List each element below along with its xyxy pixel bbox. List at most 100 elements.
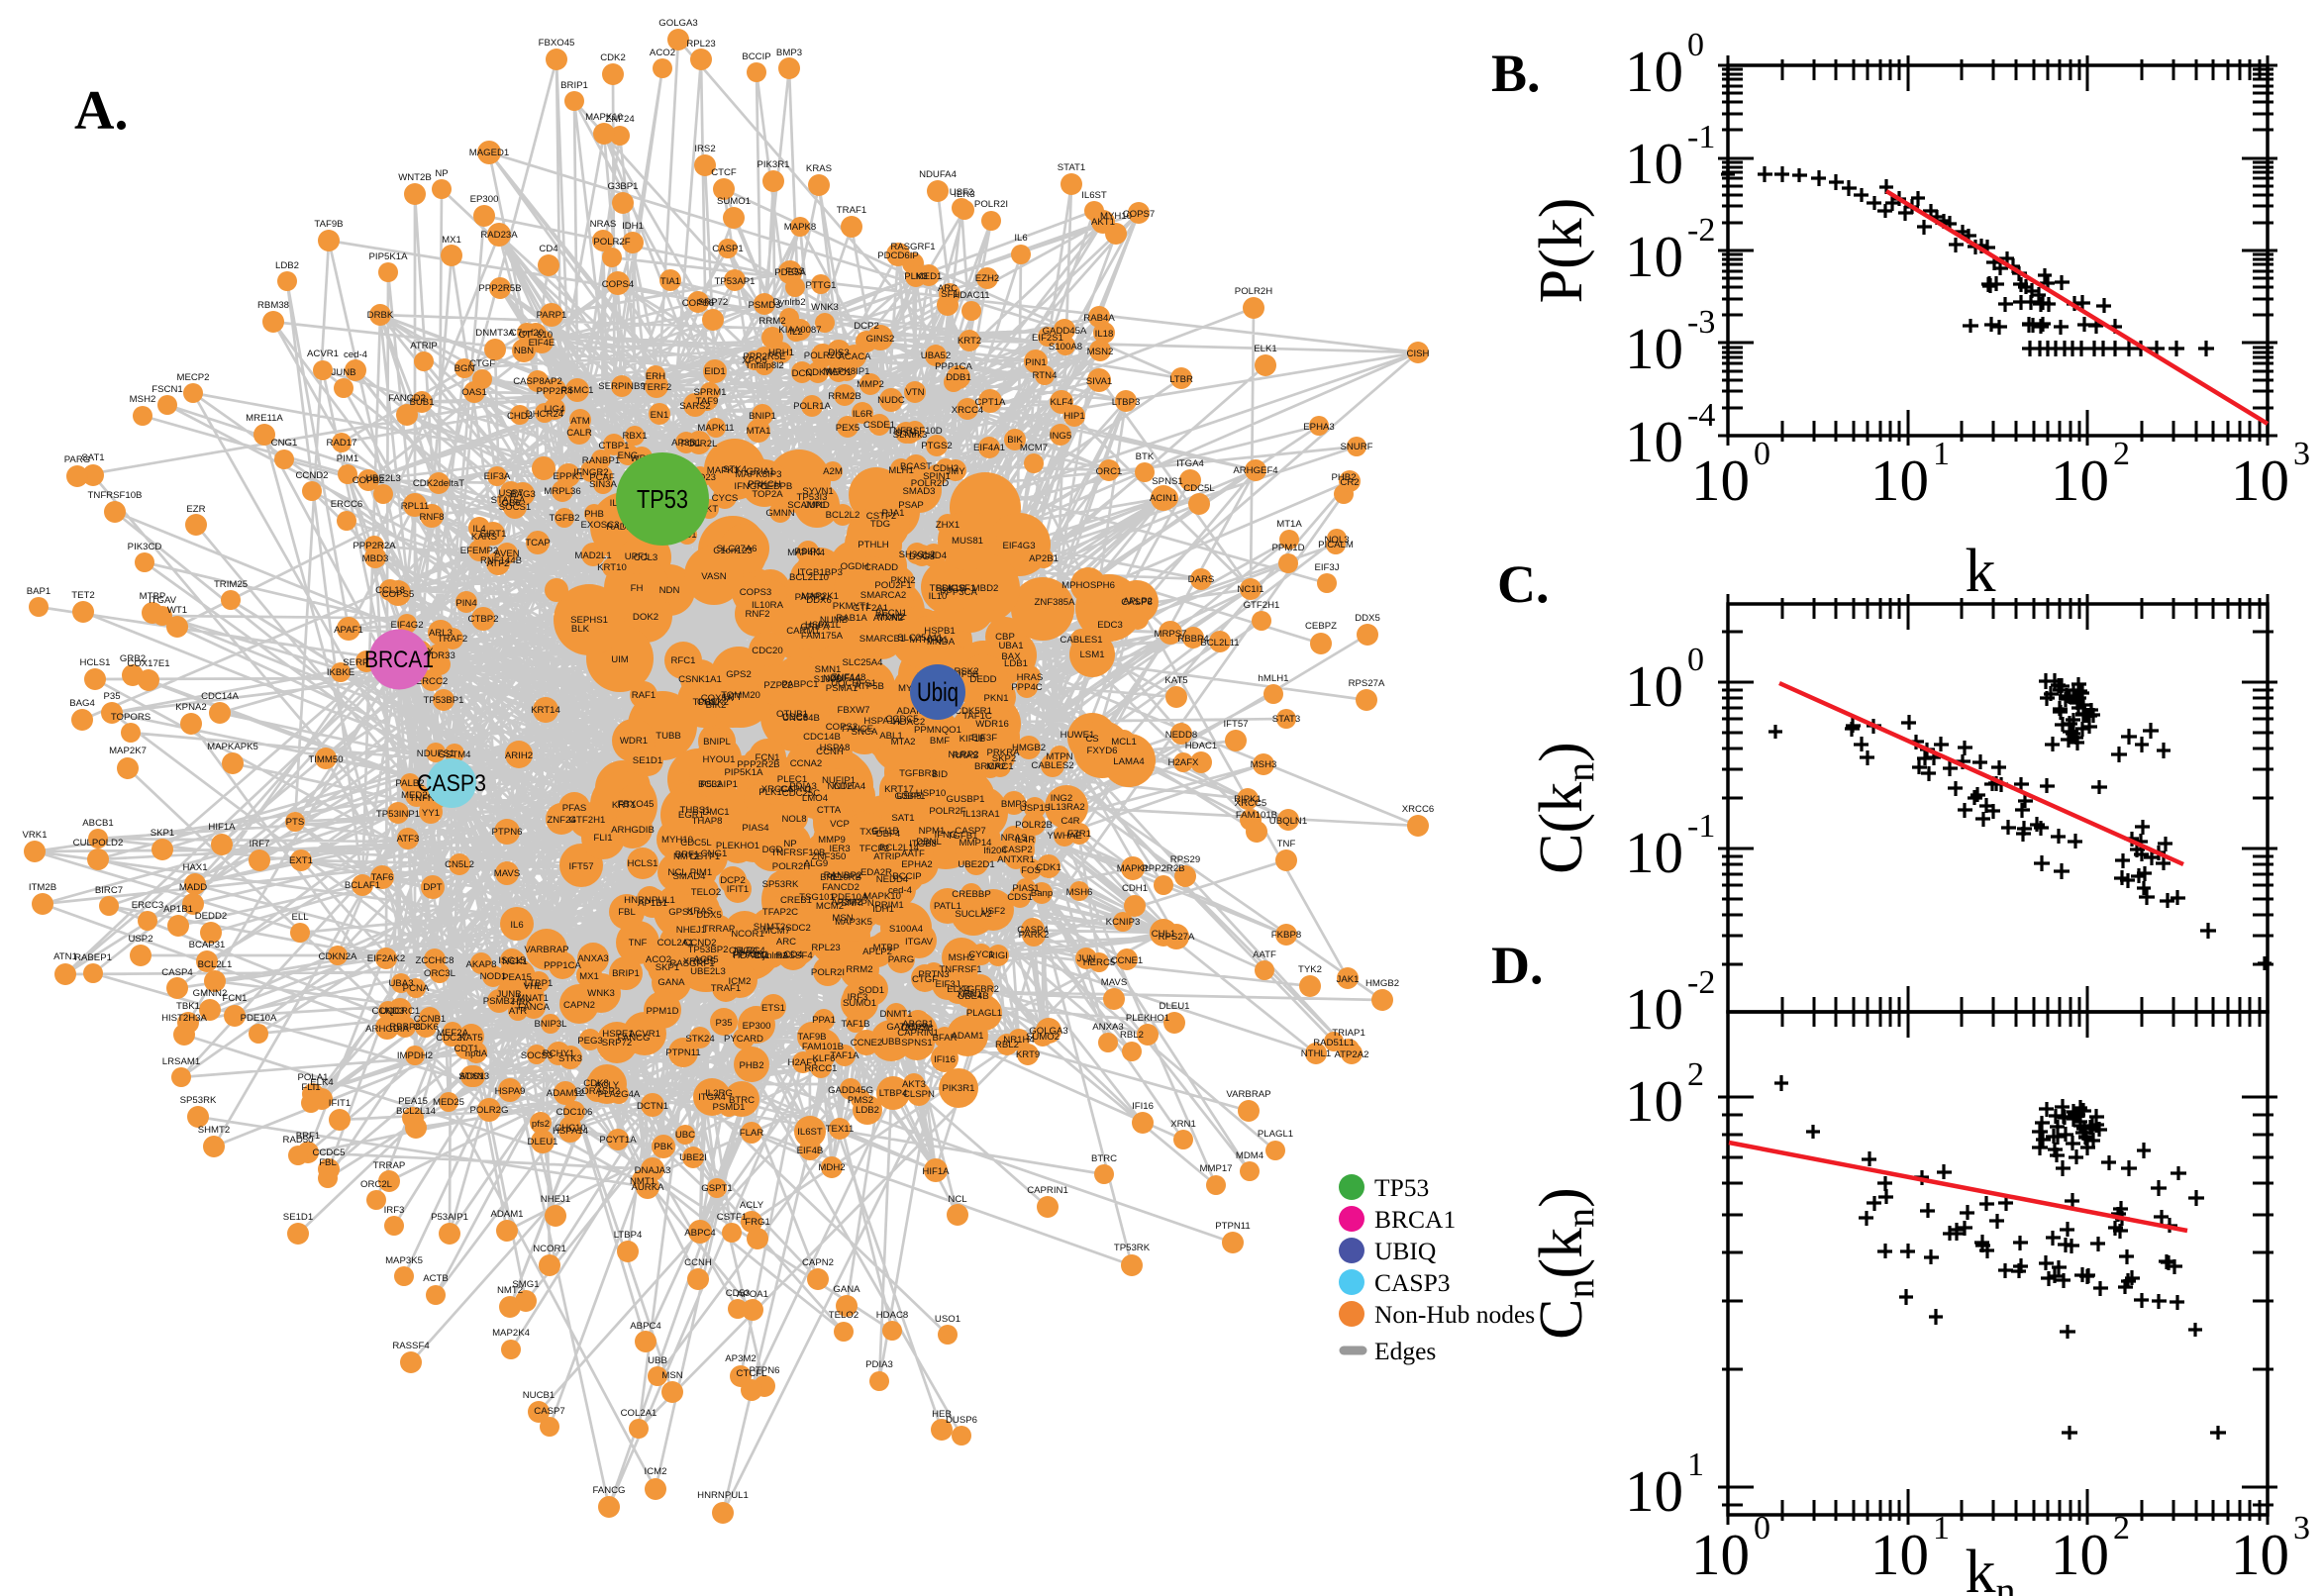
svg-text:COL2A1: COL2A1 xyxy=(657,938,694,948)
svg-text:COPS2: COPS2 xyxy=(826,722,858,733)
svg-text:BRF1: BRF1 xyxy=(296,1131,321,1142)
svg-text:CDC6: CDC6 xyxy=(782,712,808,723)
svg-text:G3BP1: G3BP1 xyxy=(895,791,926,802)
svg-text:GPS2: GPS2 xyxy=(726,669,752,680)
svg-text:PDE10A: PDE10A xyxy=(241,1013,277,1024)
svg-text:DCN: DCN xyxy=(792,368,813,379)
svg-text:TX5: TX5 xyxy=(859,827,877,838)
svg-text:HIF1A: HIF1A xyxy=(208,822,236,833)
svg-text:LSM1: LSM1 xyxy=(1079,649,1104,660)
svg-text:IKBKE: IKBKE xyxy=(327,667,354,678)
svg-text:MED25: MED25 xyxy=(433,1097,464,1108)
svg-text:ERCC6: ERCC6 xyxy=(331,499,363,510)
svg-text:NEDD4: NEDD4 xyxy=(876,874,909,885)
svg-text:CD4: CD4 xyxy=(783,949,803,960)
svg-text:TNFRSF10D: TNFRSF10D xyxy=(887,426,943,437)
svg-text:PSIP1: PSIP1 xyxy=(794,547,821,557)
svg-text:CDK7: CDK7 xyxy=(805,367,831,378)
svg-text:MAPKAPK5: MAPKAPK5 xyxy=(207,742,258,752)
svg-text:PLAGL1: PLAGL1 xyxy=(1258,1129,1293,1140)
svg-text:ARL3: ARL3 xyxy=(429,628,453,639)
svg-text:PALB2: PALB2 xyxy=(395,778,424,789)
svg-text:SRP72: SRP72 xyxy=(698,297,728,308)
svg-text:BRE: BRE xyxy=(820,872,840,883)
svg-text:PBK: PBK xyxy=(654,1142,673,1152)
svg-text:BTK: BTK xyxy=(1136,451,1155,462)
svg-text:PLK3: PLK3 xyxy=(904,271,927,282)
svg-text:ATF2: ATF2 xyxy=(487,558,510,569)
svg-text:NOL8: NOL8 xyxy=(781,814,806,825)
svg-text:NPM1: NPM1 xyxy=(919,826,946,837)
svg-text:pfs2: pfs2 xyxy=(532,1119,550,1130)
svg-text:GATAD2A: GATAD2A xyxy=(886,1022,930,1033)
svg-text:ZNF24: ZNF24 xyxy=(547,815,576,826)
svg-text:PTPN11: PTPN11 xyxy=(1215,1221,1251,1232)
svg-text:FANCG: FANCG xyxy=(592,1485,625,1496)
svg-text:EZH2: EZH2 xyxy=(975,273,1000,284)
svg-text:ICM2: ICM2 xyxy=(645,1466,667,1477)
svg-text:PPP4C: PPP4C xyxy=(1011,682,1043,693)
svg-text:CREB1: CREB1 xyxy=(780,895,812,906)
svg-text:SARS2: SARS2 xyxy=(679,401,710,412)
svg-text:BIK2: BIK2 xyxy=(706,700,727,711)
svg-text:GRB2: GRB2 xyxy=(120,653,146,664)
svg-text:FANCD2: FANCD2 xyxy=(388,393,426,404)
svg-text:CSDE1: CSDE1 xyxy=(863,420,895,431)
svg-text:BID: BID xyxy=(932,769,948,780)
svg-text:BCCIP: BCCIP xyxy=(892,871,921,882)
svg-text:SOCS3: SOCS3 xyxy=(521,1050,554,1061)
svg-text:RBM38: RBM38 xyxy=(257,300,289,311)
svg-text:VASN: VASN xyxy=(701,571,726,582)
svg-text:HCLS1: HCLS1 xyxy=(628,858,658,869)
svg-text:SIRT1: SIRT1 xyxy=(479,529,506,540)
svg-text:FLAR: FLAR xyxy=(740,1128,764,1139)
svg-text:FH: FH xyxy=(631,583,644,594)
svg-text:SMN1: SMN1 xyxy=(815,664,842,675)
svg-text:KRT14: KRT14 xyxy=(531,705,560,716)
svg-text:OGDH: OGDH xyxy=(841,561,869,572)
svg-text:CHD4: CHD4 xyxy=(921,550,948,561)
svg-text:WNK3: WNK3 xyxy=(587,988,615,999)
svg-text:MTA1: MTA1 xyxy=(747,426,771,437)
svg-text:TRAF1: TRAF1 xyxy=(837,205,866,216)
svg-text:NDUFA4: NDUFA4 xyxy=(823,673,861,684)
svg-text:ABCB1: ABCB1 xyxy=(82,818,113,829)
svg-text:PJA1: PJA1 xyxy=(882,508,905,519)
svg-text:KPNA2: KPNA2 xyxy=(175,702,206,713)
svg-text:SMG1: SMG1 xyxy=(512,1279,539,1290)
svg-text:HDAC8: HDAC8 xyxy=(876,1310,909,1321)
svg-text:FCN1: FCN1 xyxy=(222,993,247,1004)
svg-text:CD4: CD4 xyxy=(539,244,558,254)
svg-text:ELL: ELL xyxy=(291,912,309,923)
svg-text:10: 10 xyxy=(1625,1068,1683,1134)
svg-text:SMAD3: SMAD3 xyxy=(902,486,935,497)
svg-text:XRN1: XRN1 xyxy=(1170,1119,1196,1130)
svg-text:PPP3R1: PPP3R1 xyxy=(733,949,769,960)
svg-text:MSH2: MSH2 xyxy=(130,394,156,405)
svg-text:EGR1: EGR1 xyxy=(678,810,704,821)
svg-text:KRAS: KRAS xyxy=(687,906,713,917)
svg-text:RPL23: RPL23 xyxy=(686,39,715,50)
svg-text:CPT1A: CPT1A xyxy=(975,397,1007,408)
svg-text:ERCC3: ERCC3 xyxy=(132,900,164,911)
svg-text:CCND2: CCND2 xyxy=(683,938,716,948)
svg-text:POLR2D: POLR2D xyxy=(911,478,949,489)
svg-text:PMS2: PMS2 xyxy=(848,1095,873,1106)
svg-text:POU2F1: POU2F1 xyxy=(874,580,911,591)
svg-text:CBP: CBP xyxy=(995,632,1015,643)
svg-text:NOL3: NOL3 xyxy=(1324,535,1349,546)
svg-text:AP1B1: AP1B1 xyxy=(638,898,667,909)
svg-text:PLEC1: PLEC1 xyxy=(777,774,807,785)
svg-text:GRIA1: GRIA1 xyxy=(747,466,775,477)
svg-text:TET2: TET2 xyxy=(71,590,94,601)
svg-text:SH3GL2: SH3GL2 xyxy=(899,549,936,560)
svg-text:MRE11A: MRE11A xyxy=(246,413,283,424)
svg-text:S100A8: S100A8 xyxy=(1049,342,1082,352)
svg-text:PHB: PHB xyxy=(584,509,604,520)
svg-text:VARBRAP: VARBRAP xyxy=(524,945,568,955)
svg-text:EIF3J: EIF3J xyxy=(935,979,960,990)
svg-text:CDC27: CDC27 xyxy=(436,1033,466,1044)
svg-text:RAD51L1: RAD51L1 xyxy=(1313,1038,1355,1048)
svg-text:TAF1B: TAF1B xyxy=(841,1019,869,1030)
svg-text:PARP2: PARP2 xyxy=(795,592,826,603)
